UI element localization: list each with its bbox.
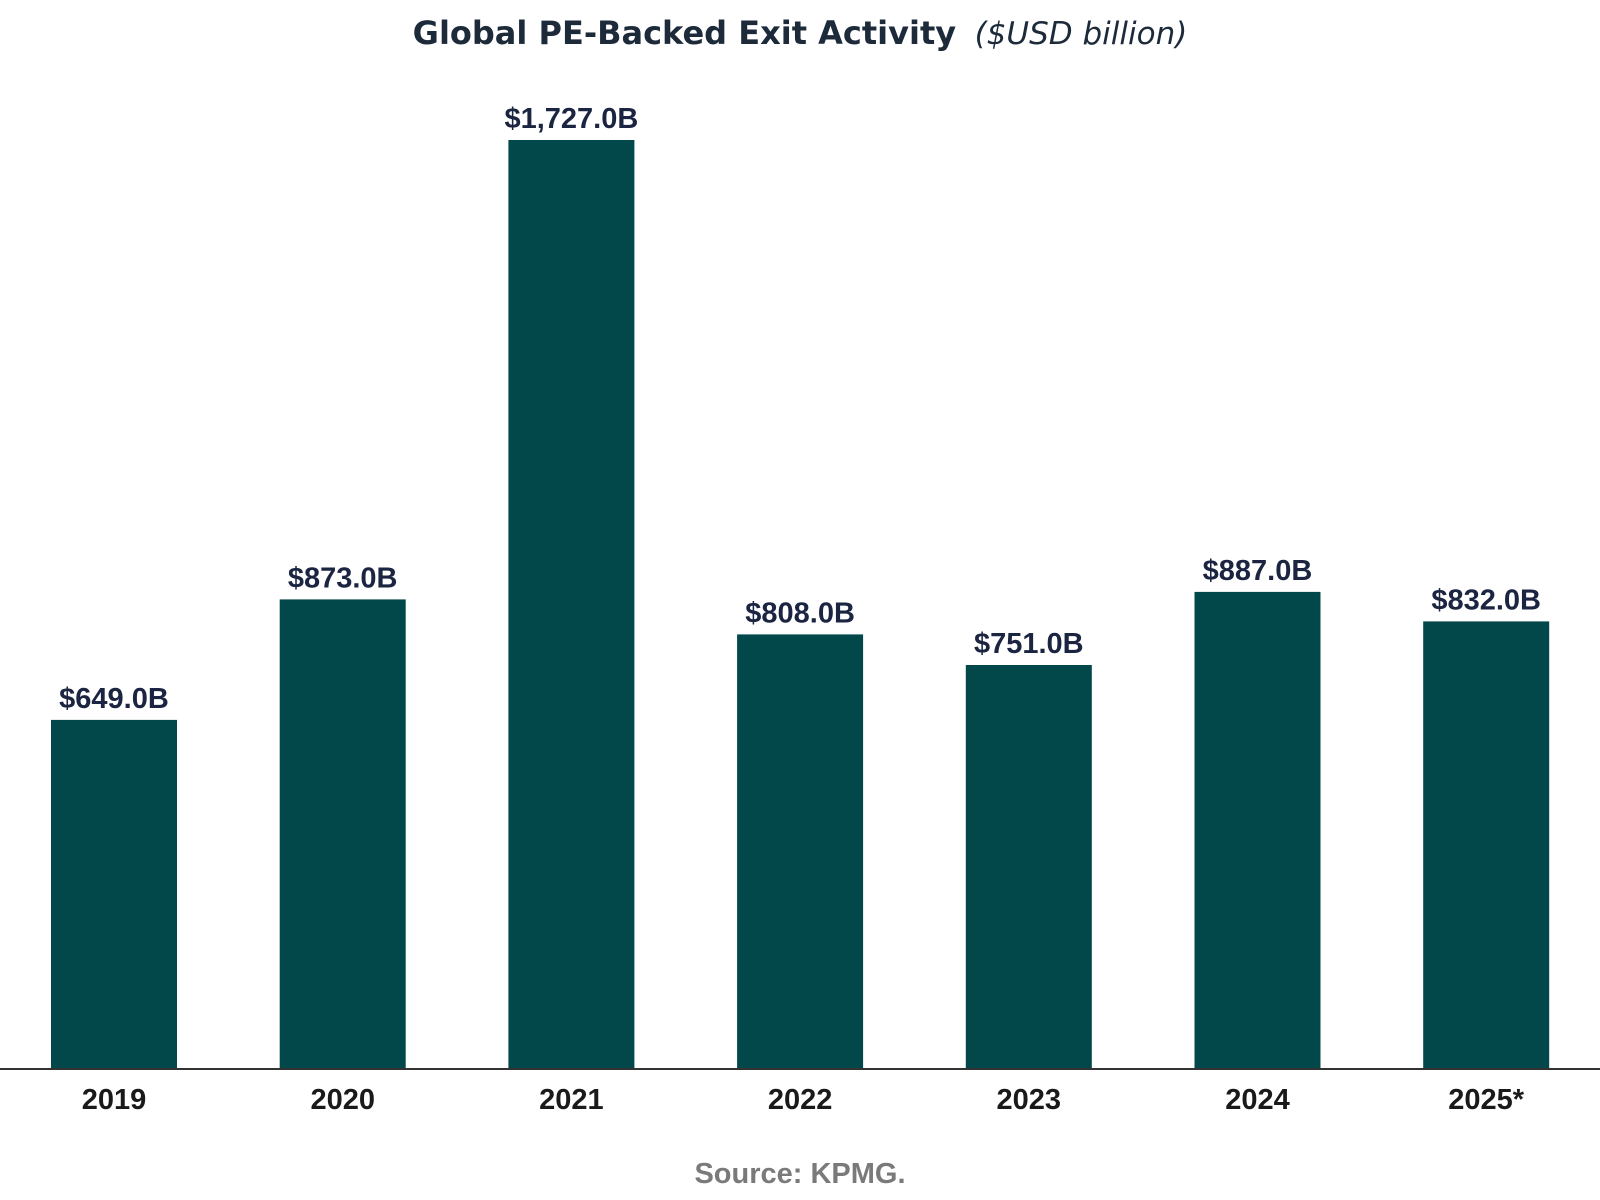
bar-2021 — [508, 140, 635, 1069]
chart-title: Global PE-Backed Exit Activity ($USD bil… — [413, 14, 1188, 52]
bar-value-label-2025-est: $832.0B — [1431, 584, 1541, 616]
x-tick-label-group: 2019 2020 2021 2022 2023 2024 2025* — [82, 1084, 1525, 1116]
bar-value-label-2024: $887.0B — [1203, 555, 1313, 587]
bar-group — [51, 140, 1550, 1069]
source-label: Source: KPMG. — [694, 1158, 905, 1190]
bar-value-label-2020: $873.0B — [288, 562, 398, 594]
bar-2022 — [737, 634, 864, 1069]
x-tick-label-2020: 2020 — [310, 1084, 375, 1116]
bar-2025-est — [1423, 621, 1550, 1069]
bar-2024 — [1194, 591, 1321, 1069]
bar-value-label-2021: $1,727.0B — [504, 103, 638, 135]
x-tick-label-2023: 2023 — [997, 1084, 1062, 1116]
bar-2019 — [51, 719, 177, 1069]
x-tick-label-2024: 2024 — [1225, 1084, 1290, 1116]
x-tick-label-2022: 2022 — [768, 1084, 833, 1116]
x-tick-label-2021: 2021 — [539, 1084, 604, 1116]
chart-title-main: Global PE-Backed Exit Activity — [413, 14, 957, 52]
x-tick-label-2019: 2019 — [82, 1084, 147, 1116]
bar-value-label-2022: $808.0B — [745, 597, 855, 629]
bar-value-label-2023: $751.0B — [974, 628, 1084, 660]
bar-2020 — [279, 599, 406, 1069]
x-tick-label-2025-est: 2025* — [1448, 1084, 1525, 1116]
bar-label-group: $649.0B $873.0B $1,727.0B $808.0B $751.0B $88… — [59, 103, 1541, 715]
bar-value-label-2019: $649.0B — [59, 683, 169, 715]
bar-2023 — [965, 665, 1092, 1069]
chart-subtitle: ($USD billion) — [975, 16, 1188, 52]
